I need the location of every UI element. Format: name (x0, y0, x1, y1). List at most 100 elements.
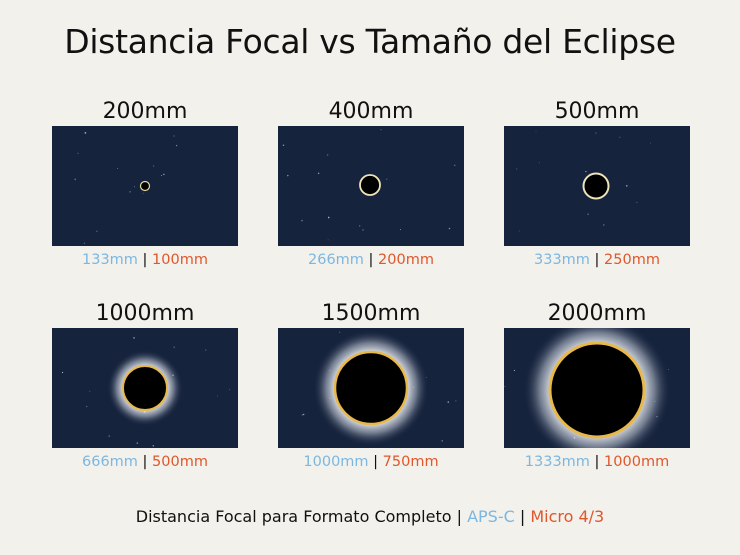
micro43-value: 200mm (378, 252, 434, 268)
star (89, 390, 91, 392)
star (587, 213, 589, 215)
star (287, 174, 289, 177)
star (636, 201, 638, 203)
eclipse-image (504, 126, 690, 246)
star (301, 414, 304, 416)
crop-equivalents: 666mm | 500mm (52, 454, 238, 470)
eclipse-svg (504, 328, 671, 448)
focal-length-label: 200mm (102, 99, 188, 124)
star (77, 152, 79, 155)
page-title: Distancia Focal vs Tamaño del Eclipse (64, 22, 676, 61)
star (133, 337, 135, 339)
apsc-value: 1000mm (303, 454, 369, 470)
star (217, 395, 218, 397)
separator: | (594, 252, 600, 268)
eclipse-svg (61, 337, 230, 447)
star (447, 401, 450, 403)
star (303, 413, 305, 416)
panel-1500mm: 1500mm 1000mm | 750mm (278, 300, 464, 470)
moon-disk (122, 365, 168, 411)
micro43-value: 1000mm (604, 454, 670, 470)
eclipse-svg (301, 330, 457, 446)
micro43-value: 750mm (382, 454, 439, 470)
stars (282, 129, 456, 241)
eclipse-image (278, 126, 464, 246)
star (441, 440, 443, 442)
star (326, 154, 329, 156)
focal-length-label: 500mm (554, 99, 640, 124)
micro43-value: 500mm (152, 454, 208, 470)
focal-length-label: 1000mm (95, 301, 195, 326)
crop-equivalents: 1333mm | 1000mm (504, 454, 690, 470)
panel-400mm: 400mm 266mm | 200mm (278, 98, 464, 268)
star (516, 168, 518, 170)
star (650, 142, 651, 144)
legend-micro43: Micro 4/3 (530, 507, 605, 526)
star (163, 173, 165, 176)
focal-length-label: 400mm (328, 99, 414, 124)
star (518, 230, 520, 232)
apsc-value: 133mm (82, 252, 138, 268)
eclipse-image (52, 126, 238, 246)
star (327, 239, 329, 241)
star (386, 178, 388, 180)
star (134, 186, 136, 188)
eclipse-image (504, 328, 690, 448)
legend-full-frame: Distancia Focal para Formato Completo (135, 507, 452, 526)
star (327, 216, 330, 219)
separator: | (373, 454, 379, 470)
separator: | (368, 252, 374, 268)
eclipse-image (52, 328, 238, 448)
star (362, 229, 364, 231)
star (339, 331, 341, 333)
star (455, 400, 457, 402)
star (585, 170, 587, 173)
star (83, 242, 86, 244)
star (136, 442, 139, 444)
star (153, 165, 155, 167)
star (142, 192, 144, 194)
star (454, 164, 456, 166)
star (152, 445, 155, 447)
moon-disk (359, 174, 381, 196)
eclipse-svg (74, 132, 178, 244)
apsc-value: 333mm (534, 252, 590, 268)
crop-equivalents: 1000mm | 750mm (278, 454, 464, 470)
star (317, 172, 320, 175)
star (84, 132, 87, 134)
star (205, 349, 207, 351)
star (96, 230, 98, 232)
moon-disk (333, 350, 409, 426)
moon-disk (582, 172, 610, 200)
focal-length-label: 1500mm (321, 301, 421, 326)
star (535, 130, 537, 132)
separator: | (142, 454, 148, 470)
star (282, 144, 285, 146)
star (61, 371, 64, 374)
star (448, 227, 451, 230)
apsc-value: 666mm (82, 454, 138, 470)
star (117, 167, 119, 169)
apsc-value: 266mm (308, 252, 364, 268)
star (301, 219, 303, 222)
panel-1000mm: 1000mm 666mm | 500mm (52, 300, 238, 470)
star (359, 225, 361, 227)
panel-200mm: 200mm 133mm | 100mm (52, 98, 238, 268)
separator: | (594, 454, 600, 470)
star (229, 389, 230, 391)
star (399, 229, 402, 231)
eclipse-svg (516, 130, 651, 232)
star (513, 369, 515, 372)
micro43-value: 100mm (152, 252, 208, 268)
crop-equivalents: 133mm | 100mm (52, 252, 238, 268)
apsc-value: 1333mm (524, 454, 590, 470)
crop-equivalents: 333mm | 250mm (504, 252, 690, 268)
star (595, 132, 597, 134)
legend-separator: | (451, 507, 468, 526)
legend-separator: | (514, 507, 531, 526)
star (625, 185, 628, 187)
star (108, 435, 110, 437)
star (86, 406, 88, 408)
focal-length-label: 2000mm (547, 301, 647, 326)
